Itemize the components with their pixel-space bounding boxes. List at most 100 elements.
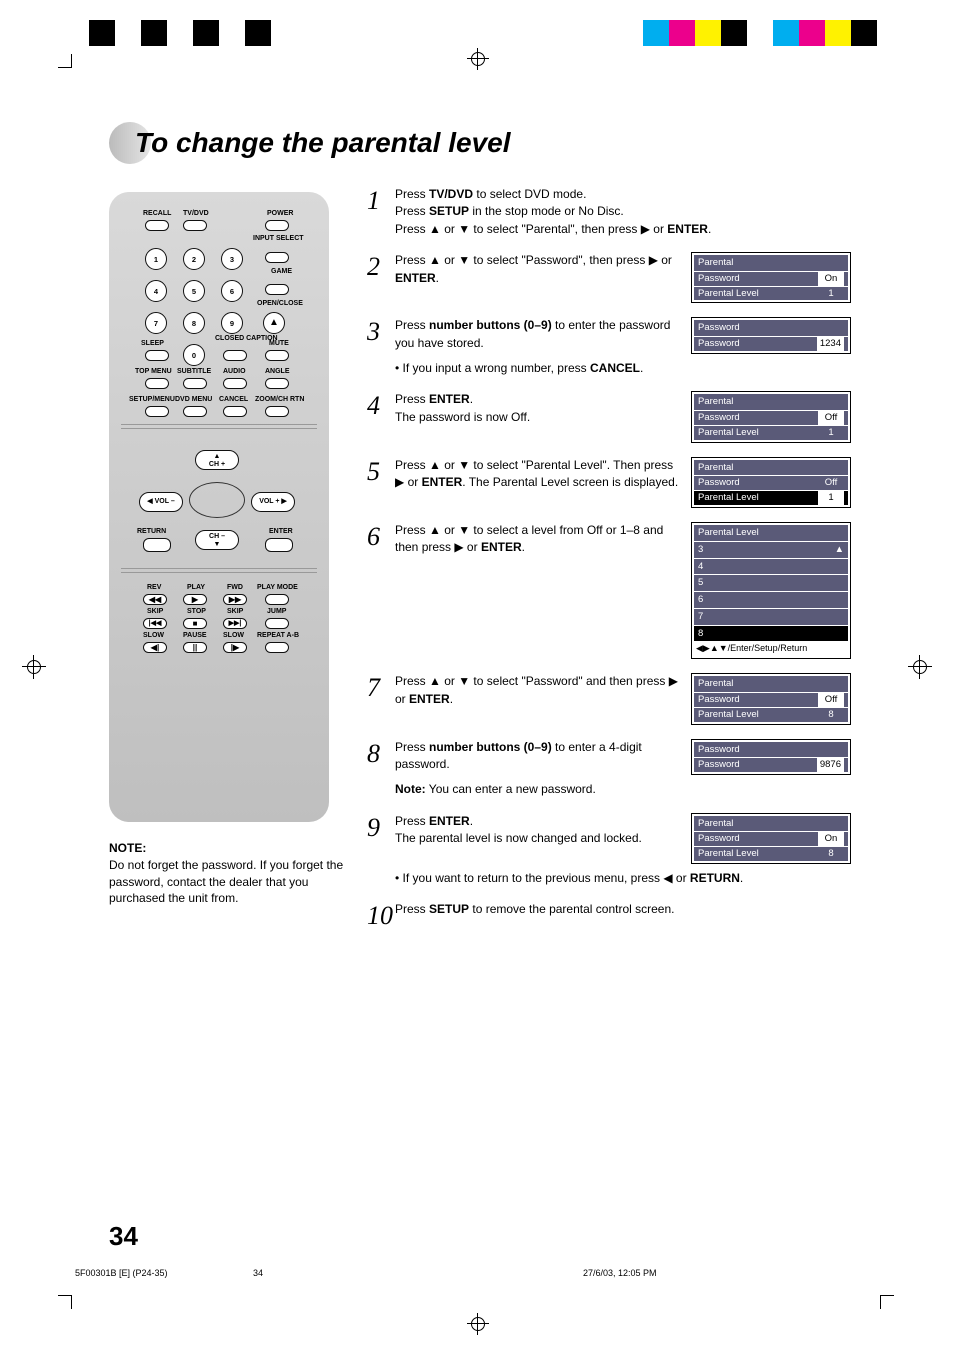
ch-plus-button[interactable]: ▲CH + xyxy=(195,450,239,470)
label-subtitle: SUBTITLE xyxy=(177,368,211,375)
step-instruction: Press ENTER.The password is now Off. xyxy=(395,391,683,426)
power-button[interactable] xyxy=(265,220,289,231)
num-8-button[interactable]: 8 xyxy=(183,312,205,334)
zoom-button[interactable] xyxy=(265,406,289,417)
recall-button[interactable] xyxy=(145,220,169,231)
playmode-button[interactable] xyxy=(265,594,289,605)
osd-title: Password xyxy=(694,742,848,758)
page-title: To change the parental level xyxy=(135,127,511,159)
num-3-button[interactable]: 3 xyxy=(221,248,243,270)
step-number: 4 xyxy=(367,393,391,419)
osd-row: PasswordOff xyxy=(694,476,848,490)
vol-plus-button[interactable]: VOL + ▶ xyxy=(251,492,295,512)
label-dvd-menu: DVD MENU xyxy=(175,396,212,403)
setup-menu-button[interactable] xyxy=(145,406,169,417)
osd-row: PasswordOn xyxy=(694,832,848,846)
step-bullet: • If you input a wrong number, press CAN… xyxy=(395,360,851,377)
sleep-button[interactable] xyxy=(145,350,169,361)
play-button[interactable]: ▶ xyxy=(183,594,207,605)
slow-fwd-button[interactable]: |▶ xyxy=(223,642,247,653)
step-body: Press TV/DVD to select DVD mode.Press SE… xyxy=(395,186,851,238)
printer-marks-top xyxy=(75,20,875,72)
osd-title: Parental Level xyxy=(694,525,848,541)
stop-button[interactable]: ■ xyxy=(183,618,207,629)
cancel-button[interactable] xyxy=(223,406,247,417)
num-0-button[interactable]: 0 xyxy=(183,344,205,366)
footer-line: 5F00301B [E] (P24-35) 34 27/6/03, 12:05 … xyxy=(75,1268,875,1286)
step-number: 1 xyxy=(367,188,391,214)
osd-box: ParentalPasswordOffParental Level1 xyxy=(691,391,851,442)
registration-mark-left xyxy=(22,655,46,679)
note-heading: NOTE: xyxy=(109,840,345,857)
top-menu-button[interactable] xyxy=(145,378,169,389)
game-button[interactable] xyxy=(265,284,289,295)
return-button[interactable] xyxy=(143,538,171,552)
pause-button[interactable]: || xyxy=(183,642,207,653)
num-7-button[interactable]: 7 xyxy=(145,312,167,334)
osd-list-item: 5 xyxy=(694,575,848,591)
num-4-button[interactable]: 4 xyxy=(145,280,167,302)
rev-button[interactable]: ◀◀ xyxy=(143,594,167,605)
osd-row: Parental Level8 xyxy=(694,847,848,861)
fwd-button[interactable]: ▶▶ xyxy=(223,594,247,605)
osd-list-item: 6 xyxy=(694,592,848,608)
slow-back-button[interactable]: ◀| xyxy=(143,642,167,653)
ch-minus-button[interactable]: CH –▼ xyxy=(195,530,239,550)
label-stop: STOP xyxy=(187,608,206,615)
osd-row: Parental Level1 xyxy=(694,287,848,301)
osd-box: PasswordPassword9876 xyxy=(691,739,851,776)
label-repeat: REPEAT A-B xyxy=(257,632,299,639)
num-6-button[interactable]: 6 xyxy=(221,280,243,302)
step-body: Press ENTER.The password is now Off.Pare… xyxy=(395,391,851,442)
footer-left: 5F00301B [E] (P24-35) xyxy=(75,1268,168,1278)
remote-control-diagram: RECALL TV/DVD POWER INPUT SELECT 1 2 3 G… xyxy=(109,192,329,822)
dvd-menu-button[interactable] xyxy=(183,406,207,417)
label-playmode: PLAY MODE xyxy=(257,584,298,591)
step-2: 2Press ▲ or ▼ to select "Password", then… xyxy=(367,252,851,303)
osd-footer: ◀▶▲▼/Enter/Setup/Return xyxy=(694,641,848,656)
step-3: 3Press number buttons (0–9) to enter the… xyxy=(367,317,851,377)
num-9-button[interactable]: 9 xyxy=(221,312,243,334)
step-9: 9Press ENTER.The parental level is now c… xyxy=(367,813,851,888)
step-number: 7 xyxy=(367,675,391,701)
label-enter: ENTER xyxy=(269,528,293,535)
repeat-button[interactable] xyxy=(265,642,289,653)
audio-button[interactable] xyxy=(223,378,247,389)
osd-row: Password1234 xyxy=(694,337,848,351)
step-number: 5 xyxy=(367,459,391,485)
note-box: NOTE: Do not forget the password. If you… xyxy=(109,840,345,907)
subtitle-button[interactable] xyxy=(183,378,207,389)
step-instruction: Press number buttons (0–9) to enter a 4-… xyxy=(395,739,683,774)
step-body: Press SETUP to remove the parental contr… xyxy=(395,901,851,918)
skip-fwd-button[interactable]: ▶▶| xyxy=(223,618,247,629)
jump-button[interactable] xyxy=(265,618,289,629)
osd-row: Parental Level1 xyxy=(694,426,848,440)
osd-box: ParentalPasswordOnParental Level8 xyxy=(691,813,851,864)
footer-center: 34 xyxy=(253,1268,263,1278)
num-2-button[interactable]: 2 xyxy=(183,248,205,270)
note-text: Do not forget the password. If you forge… xyxy=(109,858,343,906)
cc-button[interactable] xyxy=(223,350,247,361)
step-instruction: Press ▲ or ▼ to select "Password", then … xyxy=(395,252,683,287)
open-close-button[interactable]: ▲ xyxy=(263,312,285,334)
enter-button[interactable] xyxy=(265,538,293,552)
osd-title: Password xyxy=(694,320,848,336)
step-instruction: Press ▲ or ▼ to select "Parental Level".… xyxy=(395,457,683,492)
num-1-button[interactable]: 1 xyxy=(145,248,167,270)
registration-mark-bottom xyxy=(467,1313,489,1335)
angle-button[interactable] xyxy=(265,378,289,389)
input-select-button[interactable] xyxy=(265,252,289,263)
step-bullet: • If you want to return to the previous … xyxy=(395,870,851,887)
step-6: 6Press ▲ or ▼ to select a level from Off… xyxy=(367,522,851,659)
vol-minus-button[interactable]: ◀ VOL – xyxy=(139,492,183,512)
label-rev: REV xyxy=(147,584,161,591)
osd-row: Parental Level1 xyxy=(694,491,848,505)
osd-title: Parental xyxy=(694,394,848,410)
num-5-button[interactable]: 5 xyxy=(183,280,205,302)
mute-button[interactable] xyxy=(265,350,289,361)
tvdvd-button[interactable] xyxy=(183,220,207,231)
label-mute: MUTE xyxy=(269,340,289,347)
label-open-close: OPEN/CLOSE xyxy=(257,300,303,307)
skip-back-button[interactable]: |◀◀ xyxy=(143,618,167,629)
step-number: 10 xyxy=(367,903,391,929)
